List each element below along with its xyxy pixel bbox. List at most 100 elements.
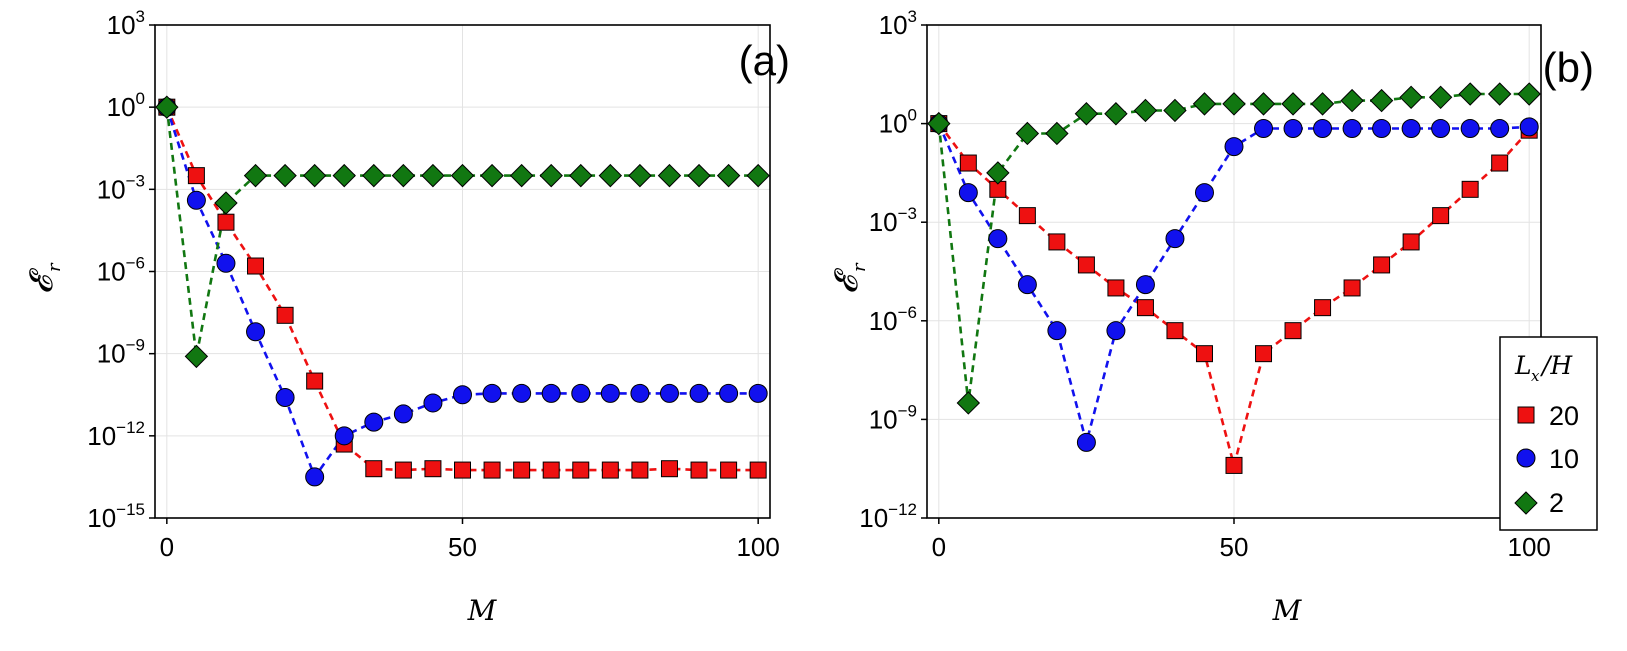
data-point-20 <box>1077 256 1095 274</box>
data-point-20 <box>1402 233 1420 251</box>
y-axis-label-b: 𝓔 r <box>827 262 870 294</box>
legend-marker-square <box>1517 406 1535 424</box>
data-point-2 <box>450 163 475 188</box>
data-point-2 <box>155 95 179 119</box>
data-point-20 <box>572 461 590 479</box>
y-axis-label-b-subscript: r <box>849 262 870 272</box>
data-point-10 <box>719 383 739 403</box>
data-point-2 <box>184 344 209 369</box>
data-point-10 <box>393 404 413 424</box>
data-point-2 <box>214 191 238 215</box>
data-point-10 <box>512 383 532 403</box>
data-point-20 <box>1195 345 1213 363</box>
data-point-20 <box>306 372 324 390</box>
panel-a: 0 50 100 10−15 10−12 10−9 10−6 10−3 100 103 (a) M… <box>22 7 790 627</box>
data-point-10 <box>1460 119 1480 139</box>
data-point-2 <box>391 163 416 188</box>
data-point-20 <box>720 461 738 479</box>
legend-title-suffix: /H <box>1540 351 1573 380</box>
y-tick-label: 103 <box>107 7 145 40</box>
data-point-2 <box>509 163 534 188</box>
data-point-10 <box>216 253 236 273</box>
data-point-2 <box>539 163 563 188</box>
data-point-2 <box>716 163 741 188</box>
data-point-20 <box>959 154 977 172</box>
y-tick-label: 10−9 <box>97 336 145 369</box>
data-point-2 <box>657 163 682 188</box>
data-point-10 <box>1165 229 1185 249</box>
data-point-2 <box>1222 92 1246 116</box>
data-point-20 <box>217 213 235 231</box>
data-point-2 <box>1458 82 1482 106</box>
data-point-20 <box>749 461 767 479</box>
data-point-10 <box>1519 117 1539 137</box>
data-point-10 <box>1313 119 1333 139</box>
data-point-10 <box>275 387 295 407</box>
data-point-2 <box>1310 92 1335 116</box>
data-point-20 <box>690 461 708 479</box>
axes-a: 0 50 100 10−15 10−12 10−9 10−6 10−3 100 103 <box>87 7 780 562</box>
data-point-20 <box>660 460 678 478</box>
data-point-20 <box>1255 345 1273 363</box>
data-point-2 <box>1340 88 1364 113</box>
data-point-20 <box>1018 207 1036 225</box>
data-point-20 <box>365 460 383 478</box>
data-point-2 <box>1369 88 1394 113</box>
data-point-10 <box>689 383 709 403</box>
y-tick-label: 10−3 <box>97 171 145 204</box>
data-point-2 <box>1251 92 1276 116</box>
series-line-10 <box>165 106 759 480</box>
x-tick-label: 50 <box>1220 532 1249 562</box>
legend-marker-diamond <box>1514 491 1538 515</box>
data-point-2 <box>569 163 593 188</box>
data-point-20 <box>1136 299 1154 317</box>
data-point-20 <box>247 257 265 275</box>
data-point-10 <box>1047 321 1067 341</box>
data-point-20 <box>276 306 294 324</box>
axes-b: 0 50 100 10−12 10−9 10−6 10−3 100 103 <box>859 7 1551 562</box>
data-point-10 <box>364 412 384 432</box>
data-point-20 <box>1048 233 1066 251</box>
data-point-2 <box>1045 121 1069 146</box>
data-point-10 <box>453 385 472 405</box>
data-point-20 <box>513 461 531 479</box>
y-tick-label: 10−15 <box>87 500 145 533</box>
y-tick-label: 100 <box>107 89 145 122</box>
x-tick-label: 100 <box>736 532 779 562</box>
data-point-2 <box>1487 82 1512 106</box>
data-point-10 <box>482 383 502 403</box>
data-point-2 <box>1192 92 1217 116</box>
panel-label-b: (b) <box>1543 44 1594 91</box>
data-point-10 <box>186 190 206 210</box>
data-point-20 <box>1166 322 1184 340</box>
y-tick-label: 10−3 <box>869 204 917 237</box>
data-point-2 <box>421 163 445 188</box>
data-point-10 <box>600 383 620 403</box>
data-point-20 <box>1107 279 1125 297</box>
x-tick-label: 50 <box>448 532 477 562</box>
legend: L x /H 20 10 2 <box>1499 336 1598 531</box>
data-point-2 <box>1133 98 1158 123</box>
data-point-10 <box>1342 119 1362 139</box>
x-tick-label: 0 <box>932 532 946 562</box>
data-point-2 <box>1104 102 1128 126</box>
data-point-10 <box>423 393 443 413</box>
y-tick-label: 10−6 <box>97 254 145 287</box>
data-point-20 <box>1491 154 1509 172</box>
data-point-2 <box>986 161 1010 185</box>
y-tick-label: 10−12 <box>87 418 145 451</box>
data-point-10 <box>1254 119 1274 139</box>
data-point-2 <box>746 163 770 188</box>
data-point-20 <box>601 461 619 479</box>
data-point-2 <box>1074 102 1099 126</box>
data-point-20 <box>424 460 442 478</box>
data-point-2 <box>927 111 951 136</box>
y-tick-label: 10−12 <box>859 500 917 533</box>
legend-entry-20: 20 <box>1549 401 1579 431</box>
x-tick-label: 100 <box>1507 532 1550 562</box>
data-point-2 <box>1281 92 1305 116</box>
y-axis-label-a: 𝓔 r <box>22 262 65 294</box>
data-point-2 <box>362 163 386 188</box>
data-point-2 <box>1517 82 1541 106</box>
